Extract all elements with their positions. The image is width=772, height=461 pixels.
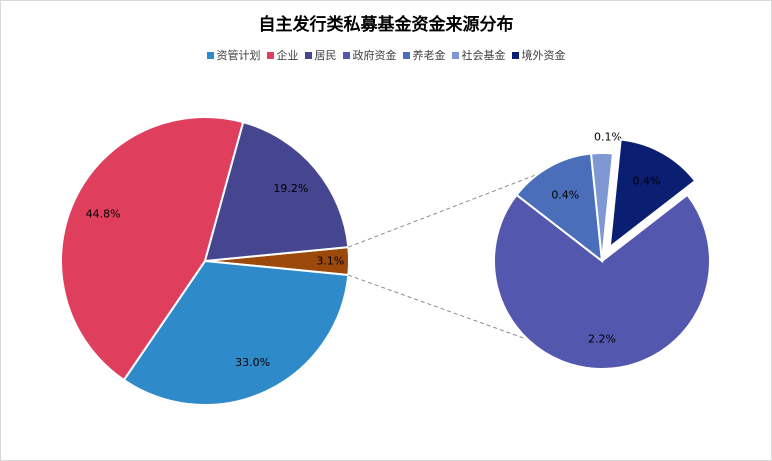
chart-legend: 资管计划 企业 居民 政府资金 养老金 社会基金 境外资金	[0, 47, 772, 63]
legend-swatch	[342, 51, 350, 59]
legend-swatch	[402, 51, 410, 59]
legend-label: 境外资金	[521, 49, 566, 62]
legend-label: 社会基金	[461, 49, 506, 62]
legend-swatch	[451, 51, 459, 59]
main-pie-data-label: 44.8%	[86, 207, 121, 220]
legend-swatch	[304, 51, 312, 59]
secondary-pie-data-label: 0.4%	[551, 188, 579, 201]
legend-swatch	[511, 51, 519, 59]
legend-item: 境外资金	[511, 47, 566, 63]
legend-label: 企业	[276, 49, 299, 62]
legend-item: 居民	[304, 47, 337, 63]
secondary-pie-slice	[608, 138, 697, 250]
legend-item: 社会基金	[451, 47, 506, 63]
legend-swatch	[266, 51, 274, 59]
legend-item: 资管计划	[206, 47, 261, 63]
legend-item: 养老金	[402, 47, 446, 63]
main-pie-data-label: 3.1%	[316, 255, 344, 268]
secondary-pie-slice	[515, 152, 604, 264]
legend-label: 资管计划	[216, 49, 261, 62]
main-pie-slice	[60, 116, 245, 382]
secondary-pie-data-label: 0.1%	[594, 131, 622, 144]
secondary-pie-data-label: 2.2%	[588, 332, 616, 345]
secondary-pie-data-label: 0.4%	[633, 174, 661, 187]
legend-label: 政府资金	[352, 49, 397, 62]
chart-title: 自主发行类私募基金资金来源分布	[258, 15, 514, 35]
legend-item: 企业	[266, 47, 299, 63]
main-pie-data-label: 19.2%	[273, 182, 308, 195]
main-pie-slice	[203, 120, 350, 263]
legend-swatch	[206, 51, 214, 59]
secondary-pie-slice	[493, 193, 711, 371]
legend-label: 养老金	[412, 49, 446, 62]
legend-label: 居民	[314, 49, 337, 62]
secondary-pie-slice	[589, 151, 615, 262]
main-pie-slice	[122, 259, 350, 406]
legend-item: 政府资金	[342, 47, 397, 63]
main-pie-data-label: 33.0%	[235, 356, 270, 369]
